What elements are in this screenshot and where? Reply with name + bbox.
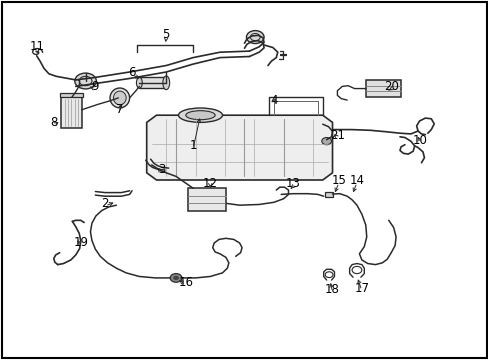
Text: 17: 17 bbox=[354, 282, 368, 294]
Text: 16: 16 bbox=[178, 276, 193, 289]
Text: 7: 7 bbox=[116, 103, 123, 116]
Text: 2: 2 bbox=[101, 197, 109, 210]
Ellipse shape bbox=[163, 76, 169, 90]
Circle shape bbox=[170, 274, 182, 282]
Bar bbox=[188, 188, 226, 211]
Circle shape bbox=[173, 276, 179, 280]
Text: 18: 18 bbox=[325, 283, 339, 296]
Polygon shape bbox=[146, 115, 332, 180]
Text: 10: 10 bbox=[412, 134, 427, 147]
Ellipse shape bbox=[110, 88, 129, 108]
Text: 21: 21 bbox=[329, 129, 344, 141]
Bar bbox=[365, 80, 400, 97]
Circle shape bbox=[321, 138, 331, 145]
Text: 9: 9 bbox=[91, 80, 99, 93]
Text: 3: 3 bbox=[157, 163, 165, 176]
Bar bbox=[139, 77, 166, 88]
Text: 13: 13 bbox=[285, 177, 300, 190]
Bar bbox=[61, 97, 81, 128]
Text: 5: 5 bbox=[162, 28, 170, 41]
Text: 15: 15 bbox=[331, 174, 346, 186]
Ellipse shape bbox=[185, 111, 215, 120]
Text: 8: 8 bbox=[50, 116, 58, 129]
Text: 6: 6 bbox=[128, 66, 136, 78]
Ellipse shape bbox=[136, 77, 142, 88]
Text: 20: 20 bbox=[383, 80, 398, 93]
Circle shape bbox=[246, 31, 264, 44]
Ellipse shape bbox=[178, 108, 222, 122]
Text: 11: 11 bbox=[29, 40, 44, 53]
Text: 4: 4 bbox=[269, 94, 277, 107]
Text: 19: 19 bbox=[73, 237, 88, 249]
Text: 1: 1 bbox=[189, 139, 197, 152]
Text: 12: 12 bbox=[203, 177, 217, 190]
Bar bbox=[325, 192, 332, 197]
Ellipse shape bbox=[113, 91, 126, 105]
Bar bbox=[60, 93, 83, 97]
Circle shape bbox=[75, 73, 96, 89]
Text: 14: 14 bbox=[349, 174, 364, 186]
